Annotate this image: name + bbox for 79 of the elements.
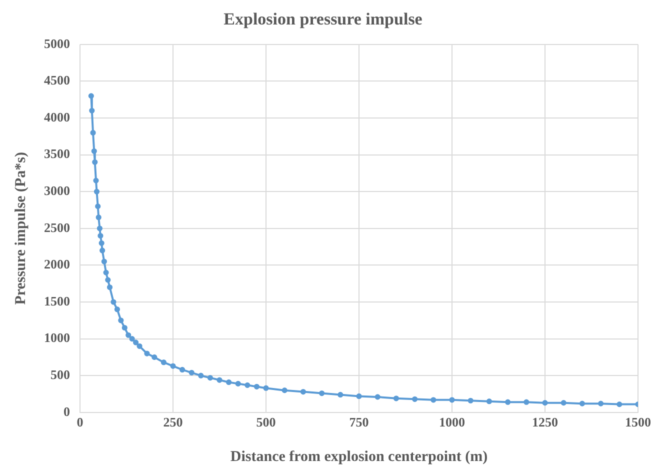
y-tick-label: 1000 [44,330,70,346]
chart-title: Explosion pressure impulse [224,10,423,29]
point [235,380,241,386]
y-tick-label: 2500 [44,220,70,235]
point [226,379,232,386]
point [129,336,135,342]
point [105,277,111,283]
point [114,306,120,312]
point [542,400,548,406]
point [91,148,97,154]
point [106,284,113,290]
y-axis-title: Pressure impulse (Pa*s) [12,152,29,305]
point [468,398,474,404]
x-tick-label: 250 [163,414,183,430]
y-tick-label: 4000 [44,109,70,124]
point [356,393,362,400]
point [486,398,492,404]
y-tick-label: 500 [50,366,70,382]
point [92,159,98,165]
point [505,399,511,405]
point [598,400,604,406]
point [103,270,109,276]
point [88,93,94,99]
point [160,360,166,366]
x-tick-label: 1250 [532,414,558,430]
point [198,372,204,378]
point [122,324,128,331]
point [144,350,150,356]
point [207,375,213,381]
point [98,232,104,239]
point [524,399,530,405]
x-tick-label: 500 [256,414,276,430]
x-tick-label: 1000 [439,414,465,430]
point [244,382,250,388]
point [93,178,99,184]
point [616,402,622,408]
point [393,396,399,402]
point [95,204,101,210]
y-tick-label: 5000 [44,36,70,51]
point [319,390,325,396]
point [90,130,96,136]
x-tick-label: 1500 [625,414,651,430]
point [430,397,436,403]
point [98,240,104,246]
point [449,397,455,403]
x-tick-label: 0 [76,414,84,430]
x-axis-title: Distance from explosion centerpoint (m) [230,448,488,465]
point [282,388,288,394]
point [96,214,102,220]
y-tick-label: 2000 [44,256,70,272]
y-tick-label: 3500 [44,146,70,162]
point [133,340,139,346]
x-tick-label: 750 [349,414,369,430]
point [338,392,344,398]
point [126,332,132,338]
point [216,377,222,383]
point [412,396,418,402]
point [89,108,95,114]
point [100,248,106,254]
point [94,188,100,194]
point [263,385,269,391]
point [188,370,194,376]
point [180,366,186,373]
point [101,258,107,264]
point [254,384,260,390]
point [170,363,176,369]
point [110,299,116,305]
point [96,226,103,232]
y-tick-label: 1500 [44,293,70,308]
point [374,394,380,400]
point [152,354,158,360]
point [136,343,142,349]
y-tick-label: 4500 [44,72,70,88]
point [300,388,306,395]
point [579,400,585,406]
point [118,318,124,324]
point [560,400,566,406]
y-tick-label: 0 [64,404,70,419]
y-tick-label: 3000 [44,182,70,198]
